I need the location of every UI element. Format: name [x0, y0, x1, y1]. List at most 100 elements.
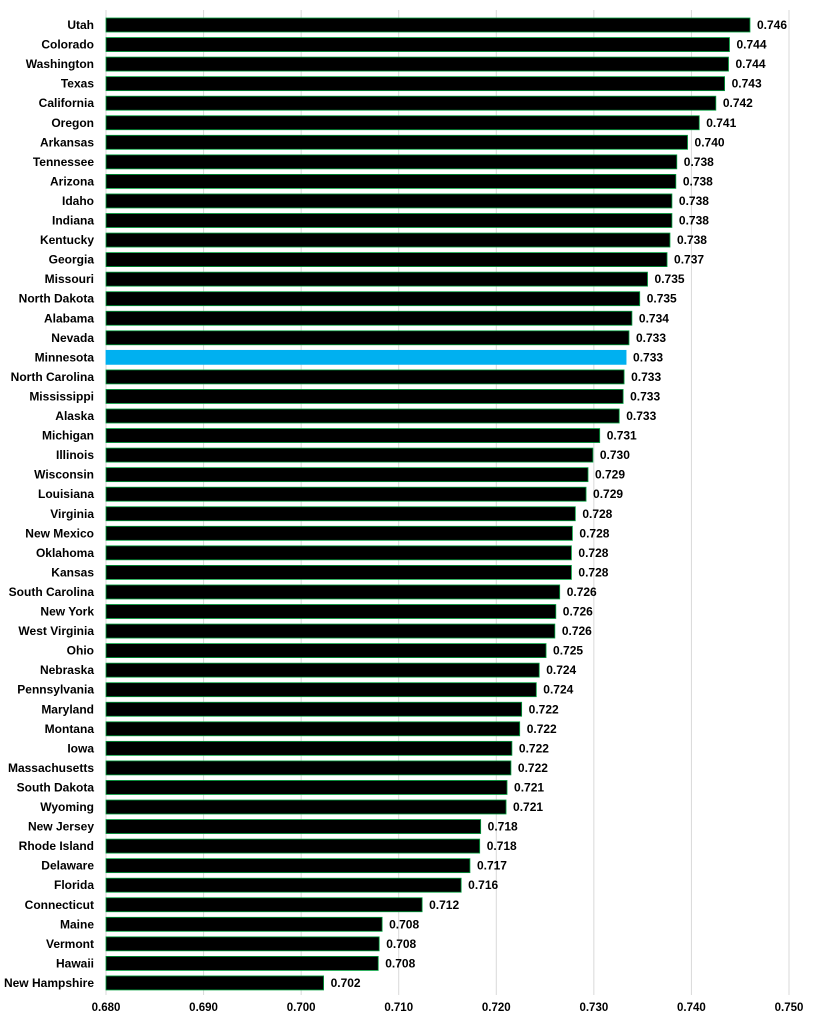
x-tick-label: 0.730: [579, 1002, 608, 1014]
bar-iowa: [105, 740, 513, 756]
category-label-michigan: Michigan: [42, 429, 94, 443]
bar-wisconsin: [105, 467, 589, 483]
category-label-hawaii: Hawaii: [56, 956, 94, 970]
category-label-new-jersey: New Jersey: [28, 820, 94, 834]
bar-alabama: [105, 310, 633, 326]
category-label-louisiana: Louisiana: [38, 487, 94, 501]
value-label-mississippi: 0.733: [630, 389, 660, 403]
category-label-nebraska: Nebraska: [40, 663, 94, 677]
bar-hawaii: [105, 956, 379, 971]
category-label-georgia: Georgia: [49, 253, 95, 267]
value-label-michigan: 0.731: [607, 429, 637, 443]
category-label-north-dakota: North Dakota: [19, 292, 95, 306]
bar-maryland: [105, 701, 523, 717]
value-label-oklahoma: 0.728: [578, 546, 608, 560]
bar-arkansas: [105, 134, 688, 150]
category-label-kentucky: Kentucky: [40, 233, 94, 247]
category-label-florida: Florida: [54, 878, 94, 892]
value-label-minnesota: 0.733: [633, 350, 663, 364]
value-label-new-hampshire: 0.702: [331, 976, 361, 990]
category-label-west-virginia: West Virginia: [18, 624, 94, 638]
value-label-connecticut: 0.712: [429, 898, 459, 912]
bar-ohio: [105, 643, 547, 658]
category-label-nevada: Nevada: [51, 331, 94, 345]
bar-new-mexico: [105, 525, 573, 541]
category-label-maine: Maine: [60, 917, 94, 931]
bar-washington: [105, 56, 729, 72]
bar-illinois: [105, 447, 594, 463]
value-label-montana: 0.722: [527, 722, 557, 736]
category-label-california: California: [39, 96, 95, 110]
category-label-ohio: Ohio: [67, 644, 94, 658]
bar-colorado: [105, 37, 730, 52]
category-label-wisconsin: Wisconsin: [34, 468, 94, 482]
bars: [105, 17, 751, 991]
value-label-louisiana: 0.729: [593, 487, 623, 501]
value-label-vermont: 0.708: [386, 937, 416, 951]
value-label-utah: 0.746: [757, 18, 787, 32]
category-label-new-york: New York: [40, 605, 94, 619]
value-label-missouri: 0.735: [655, 272, 685, 286]
bar-tennessee: [105, 154, 678, 170]
bar-arizona: [105, 173, 677, 189]
bar-nevada: [105, 330, 630, 346]
category-label-colorado: Colorado: [41, 38, 94, 52]
value-label-alabama: 0.734: [639, 311, 669, 325]
value-label-ohio: 0.725: [553, 644, 583, 658]
bar-indiana: [105, 213, 673, 228]
bar-wyoming: [105, 799, 507, 815]
category-label-maryland: Maryland: [41, 702, 94, 716]
value-label-washington: 0.744: [736, 57, 766, 71]
value-label-new-york: 0.726: [563, 605, 593, 619]
bar-nebraska: [105, 662, 540, 678]
bar-georgia: [105, 252, 668, 268]
category-label-idaho: Idaho: [62, 194, 94, 208]
bar-missouri: [105, 271, 648, 287]
category-label-arkansas: Arkansas: [40, 135, 94, 149]
value-label-virginia: 0.728: [582, 507, 612, 521]
value-label-delaware: 0.717: [477, 859, 507, 873]
bar-oregon: [105, 115, 700, 131]
x-tick-label: 0.690: [189, 1002, 218, 1014]
value-label-tennessee: 0.738: [684, 155, 714, 169]
category-label-vermont: Vermont: [46, 937, 94, 951]
category-label-oregon: Oregon: [51, 116, 94, 130]
x-tick-label: 0.750: [775, 1002, 804, 1014]
category-label-kansas: Kansas: [51, 565, 94, 579]
value-label-rhode-island: 0.718: [487, 839, 517, 853]
category-label-illinois: Illinois: [56, 448, 94, 462]
category-label-arizona: Arizona: [50, 174, 94, 188]
bar-kansas: [105, 565, 572, 580]
value-label-massachusetts: 0.722: [518, 761, 548, 775]
bar-idaho: [105, 193, 673, 209]
category-label-south-carolina: South Carolina: [9, 585, 95, 599]
value-label-north-dakota: 0.735: [647, 292, 677, 306]
value-label-wisconsin: 0.729: [595, 468, 625, 482]
bar-vermont: [105, 936, 380, 952]
bar-virginia: [105, 506, 576, 522]
value-label-california: 0.742: [723, 96, 753, 110]
value-label-nebraska: 0.724: [546, 663, 576, 677]
bar-connecticut: [105, 897, 423, 913]
value-label-new-mexico: 0.728: [579, 526, 609, 540]
bar-utah: [105, 17, 751, 33]
value-label-indiana: 0.738: [679, 214, 709, 228]
value-label-maryland: 0.722: [529, 702, 559, 716]
bar-south-dakota: [105, 780, 508, 795]
bar-minnesota: [105, 349, 627, 365]
category-label-iowa: Iowa: [67, 741, 94, 755]
bar-north-dakota: [105, 291, 641, 307]
bar-kentucky: [105, 232, 671, 248]
value-label-colorado: 0.744: [736, 38, 766, 52]
bar-florida: [105, 877, 462, 893]
bar-michigan: [105, 428, 601, 443]
bar-maine: [105, 916, 383, 932]
category-label-tennessee: Tennessee: [33, 155, 94, 169]
value-label-georgia: 0.737: [674, 253, 704, 267]
bar-west-virginia: [105, 623, 556, 639]
value-label-maine: 0.708: [389, 917, 419, 931]
value-labels: 0.746 0.744 0.744 0.743 0.742 0.741 0.740 0.738…: [331, 18, 788, 990]
value-label-west-virginia: 0.726: [562, 624, 592, 638]
